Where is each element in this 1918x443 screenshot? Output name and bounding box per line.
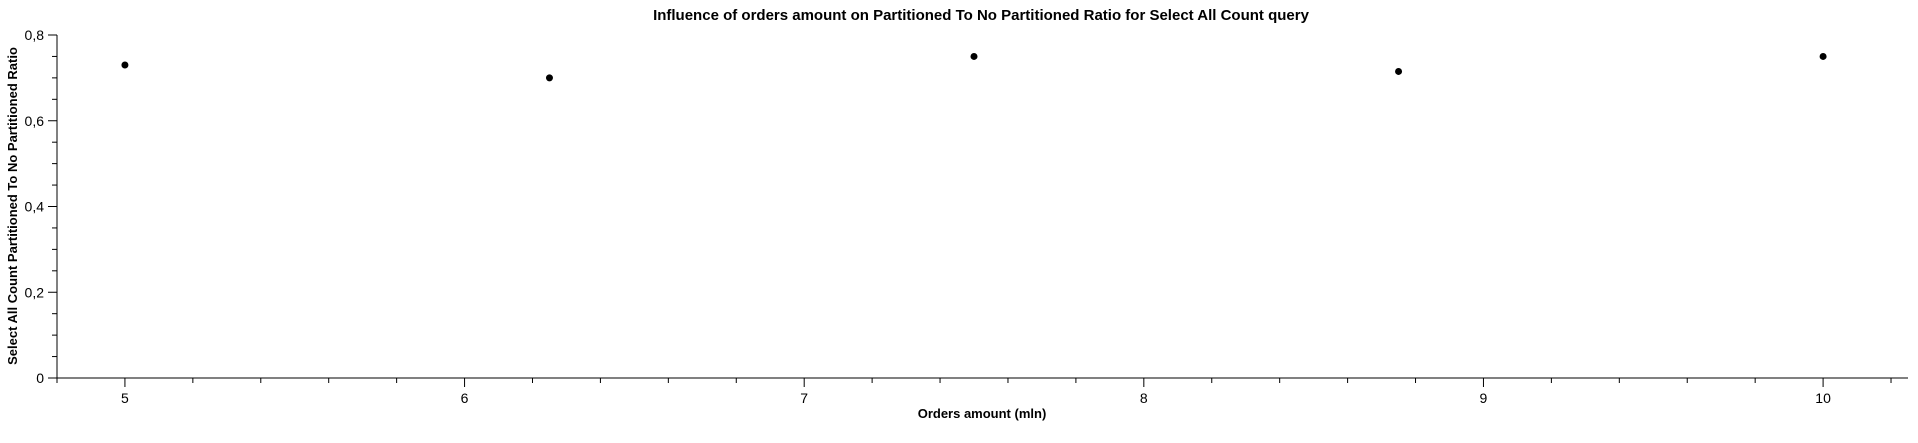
x-tick-label: 6 (461, 390, 469, 406)
data-point (545, 74, 553, 82)
x-tick-label: 10 (1815, 390, 1831, 406)
x-axis-ticks: 5 6 7 8 9 10 (56, 378, 1892, 406)
x-tick-label: 8 (1140, 390, 1148, 406)
y-tick-label: 0,2 (25, 284, 45, 300)
x-tick-label: 7 (800, 390, 808, 406)
x-axis-label: Orders amount (mln) (918, 406, 1047, 421)
y-tick-label: 0,8 (25, 27, 45, 43)
y-axis-label: Select All Count Partitioned To No Parti… (5, 47, 20, 365)
x-axis: 5 6 7 8 9 10 Orders amount (mln) (56, 377, 1908, 421)
data-points (121, 52, 1827, 82)
chart-title: Influence of orders amount on Partitione… (653, 7, 1310, 24)
x-tick-label: 9 (1480, 390, 1488, 406)
y-axis: 0 0,2 0,4 0,6 0,8 Select All Count Partition… (5, 27, 58, 386)
y-axis-ticks: 0 0,2 0,4 0,6 0,8 (25, 27, 57, 386)
data-point (1819, 52, 1827, 60)
data-point (970, 52, 978, 60)
y-tick-label: 0,6 (25, 113, 45, 129)
x-tick-label: 5 (121, 390, 129, 406)
data-point (1395, 67, 1403, 75)
y-tick-label: 0 (36, 370, 44, 386)
y-tick-label: 0,4 (25, 199, 45, 215)
data-point (121, 61, 129, 69)
